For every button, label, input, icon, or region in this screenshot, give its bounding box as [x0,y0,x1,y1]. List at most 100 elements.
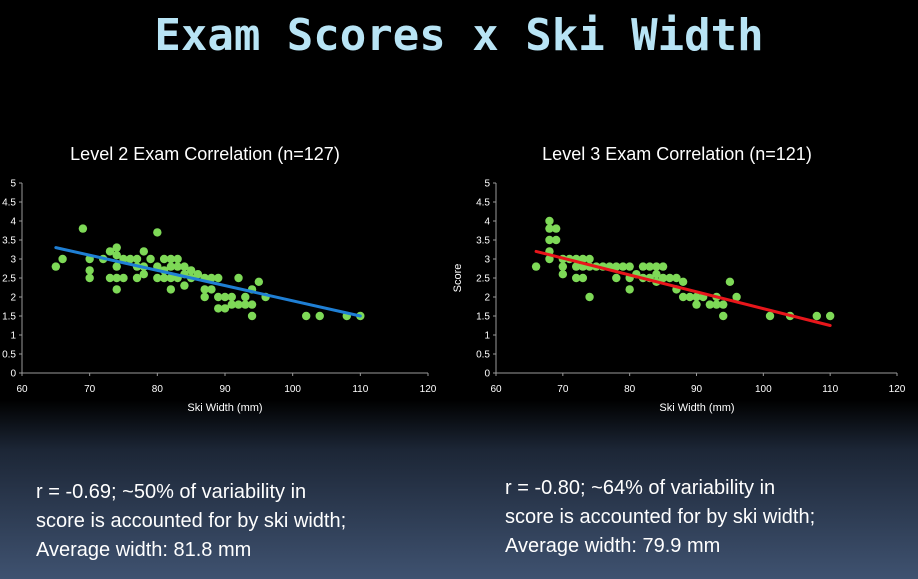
chart-right-y-tick-label: 4 [484,217,490,228]
chart-left-y-tick-label: 0 [10,369,16,380]
chart-right-point [719,311,728,321]
caption-left-line-3: Average width: 81.8 mm [36,539,252,561]
chart-left-point [139,270,148,279]
chart-right-y-tick-label: 3 [484,255,490,266]
chart-right-point [692,300,701,309]
chart-right-x-axis-label: Ski Width (mm) [659,402,734,414]
chart-left-y-tick-label: 2 [10,293,16,304]
chart-left-point [119,273,128,283]
chart-left-y-tick-label: 1 [10,331,16,342]
chart-left-point [166,273,176,283]
chart-right-x-tick-label: 110 [822,384,838,395]
chart-left-point [180,281,189,290]
chart-left-x-tick-label: 60 [16,384,28,395]
chart-left-point [247,300,257,309]
slide-title: Exam Scores x Ski Width [154,10,764,61]
chart-left-point [132,254,142,264]
chart-left-x-tick-label: 100 [284,384,301,395]
chart-left-y-tick-label: 0.5 [2,350,16,361]
chart-right-point [725,277,735,286]
chart-left-y-tick-label: 2.5 [2,274,16,285]
chart-right-y-tick-label: 1.5 [476,312,490,323]
chart-left-point [159,273,169,283]
chart-left-x-tick-label: 90 [219,384,231,395]
chart-left-point [214,304,223,313]
caption-left-line-1: r = -0.69; ~50% of variability in [36,481,307,503]
chart-right-point [551,224,561,233]
chart-right-point [585,254,594,264]
chart-left-point [146,254,155,264]
chart-left-point [254,277,264,286]
chart-left-point [302,311,311,321]
chart-right-point [625,262,634,271]
chart-left-point [166,262,176,271]
chart-right-point [692,292,701,302]
chart-right-y-tick-label: 4.5 [476,198,490,209]
chart-left-point [78,224,88,233]
chart-left-x-tick-label: 110 [352,384,368,395]
chart-left-point [186,266,196,275]
chart-right-point [612,262,621,271]
chart-right-point [531,262,541,271]
chart-left-x-tick-label: 120 [420,384,437,395]
chart-left-point [227,292,236,302]
chart-left-point [214,292,223,302]
chart-right-point [625,285,634,294]
chart-right-point [545,216,554,226]
chart-left-x-tick-label: 70 [84,384,96,395]
chart-right-y-tick-label: 5 [484,179,490,190]
chart-left-x-axis-label: Ski Width (mm) [187,402,262,414]
chart-right-y-tick-label: 2.5 [476,274,490,285]
chart-right-x-tick-label: 70 [557,384,569,395]
chart-left-y-tick-label: 4 [10,217,16,228]
chart-left-point [247,311,257,321]
chart-right-point [558,262,568,271]
chart-left-point [200,292,209,302]
chart-right-point [685,292,695,302]
chart-left-y-tick-label: 3.5 [2,236,16,247]
chart-left-y-tick-label: 4.5 [2,198,16,209]
chart-right-point [765,311,775,321]
chart-right-y-tick-label: 3.5 [476,236,490,247]
chart-right-trendline [534,249,832,327]
chart-right-point [578,254,588,264]
chart-left-point [207,273,216,283]
chart-right-point [551,235,561,245]
chart-right-point [665,273,674,283]
chart-left-point [207,285,216,294]
chart-right-y-tick-label: 0 [484,369,490,380]
chart-right-point [658,262,668,271]
chart-left-point [214,273,223,283]
chart-left-point [85,266,94,275]
chart-left-point [85,273,94,283]
chart-right-point [678,292,688,302]
chart-right-point [645,262,654,271]
chart-left-point [315,311,324,321]
chart-right-point [712,300,721,309]
chart-left-point [241,292,250,302]
chart-left-point [112,243,121,252]
chart-right-point [825,311,835,321]
caption-left: r = -0.69; ~50% of variability in score … [36,478,346,565]
chart-left-point [220,292,230,302]
caption-right: r = -0.80; ~64% of variability in score … [505,474,815,561]
chart-left-point [241,300,250,309]
charts-canvas: Level 2 Exam Correlation (n=127) 0 0.5 1 1.5… [2,144,898,414]
chart-right-x-tick-label: 100 [755,384,772,395]
chart-right-title: Level 3 Exam Correlation (n=121) [542,144,812,164]
chart-right-point [652,262,661,271]
chart-left-point [112,251,121,260]
chart-right-point [545,235,554,245]
caption-right-line-2: score is accounted for by ski width; [505,506,816,528]
chart-right-y-tick-label: 1 [484,331,490,342]
chart-left-x-tick-label: 80 [152,384,164,395]
chart-right-y-tick-label: 2 [484,293,490,304]
chart-right-point [572,262,581,271]
chart-right-point [545,224,554,233]
chart-left-point [227,300,236,309]
chart-right-x-tick-label: 90 [691,384,703,395]
chart-right-point [705,300,715,309]
chart-left-point [139,247,148,256]
chart-left-point [112,273,121,283]
chart-right-point [812,311,821,321]
